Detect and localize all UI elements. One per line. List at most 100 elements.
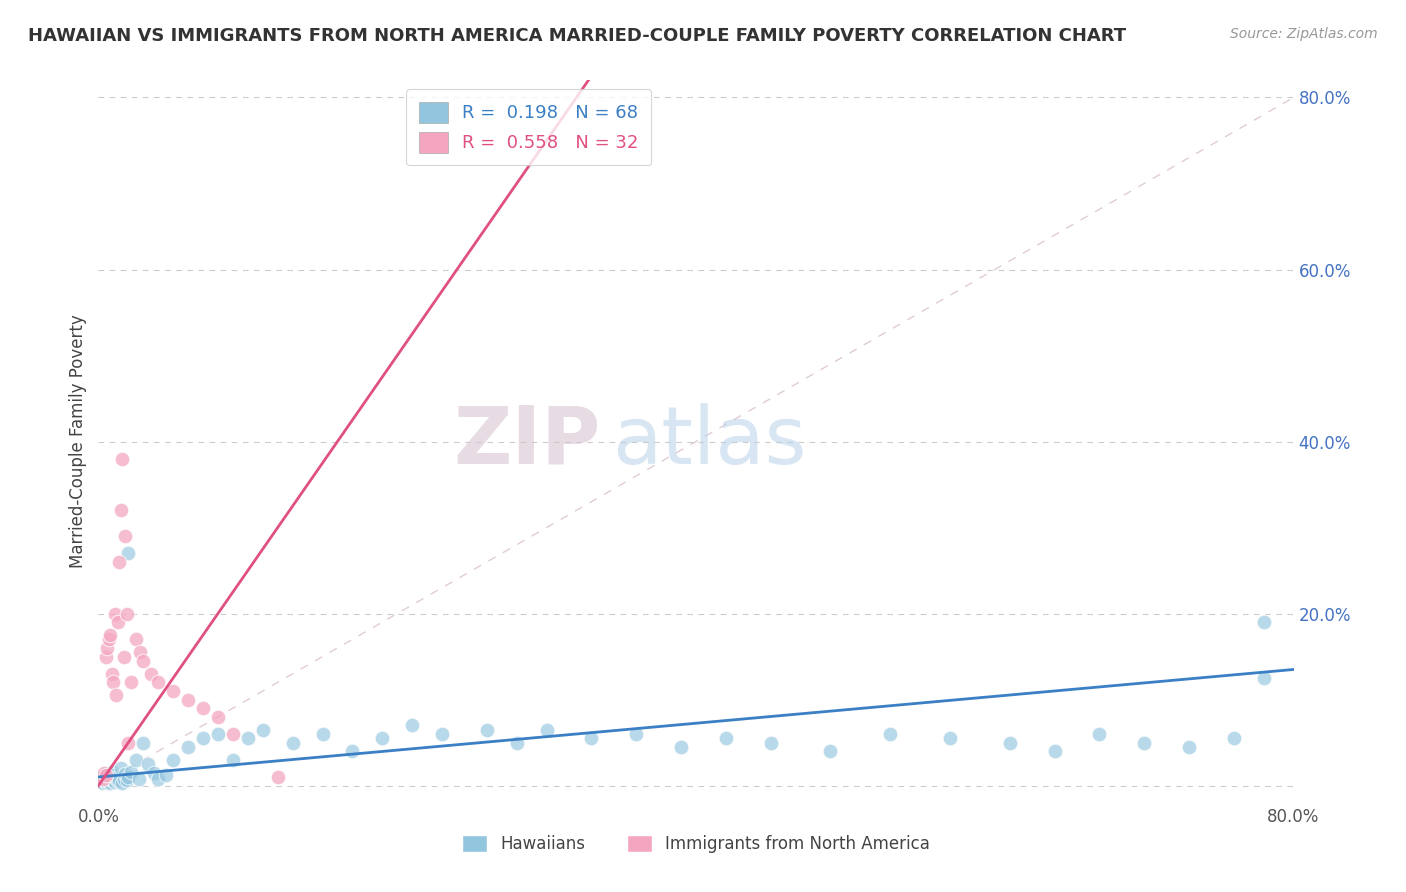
Point bbox=[581, 731, 603, 746]
Point bbox=[91, 776, 114, 790]
Point bbox=[90, 772, 112, 786]
Point bbox=[669, 739, 692, 754]
Point bbox=[108, 555, 131, 569]
Point bbox=[117, 546, 139, 560]
Point bbox=[714, 731, 737, 746]
Point bbox=[104, 607, 127, 621]
Point bbox=[148, 772, 170, 786]
Point bbox=[96, 640, 118, 655]
Point bbox=[110, 761, 132, 775]
Text: atlas: atlas bbox=[613, 402, 807, 481]
Point bbox=[506, 735, 529, 749]
Point bbox=[1088, 727, 1111, 741]
Point bbox=[177, 692, 200, 706]
Point bbox=[93, 765, 115, 780]
Point bbox=[105, 771, 128, 785]
Legend: Hawaiians, Immigrants from North America: Hawaiians, Immigrants from North America bbox=[456, 828, 936, 860]
Point bbox=[91, 770, 114, 784]
Point bbox=[207, 727, 229, 741]
Point bbox=[117, 770, 139, 784]
Point bbox=[820, 744, 842, 758]
Point bbox=[93, 773, 115, 788]
Point bbox=[1223, 731, 1246, 746]
Point bbox=[132, 654, 155, 668]
Point bbox=[94, 768, 117, 782]
Point bbox=[475, 723, 498, 737]
Point bbox=[120, 764, 142, 779]
Point bbox=[101, 666, 124, 681]
Point bbox=[117, 735, 139, 749]
Point bbox=[125, 632, 148, 647]
Point bbox=[222, 727, 245, 741]
Point bbox=[207, 710, 229, 724]
Point bbox=[104, 775, 127, 789]
Point bbox=[103, 768, 125, 782]
Point bbox=[191, 701, 214, 715]
Point bbox=[139, 666, 162, 681]
Point bbox=[626, 727, 648, 741]
Point bbox=[252, 723, 274, 737]
Point bbox=[125, 753, 148, 767]
Point bbox=[94, 775, 117, 789]
Point bbox=[110, 503, 132, 517]
Point bbox=[112, 649, 135, 664]
Point bbox=[89, 774, 111, 789]
Point bbox=[111, 776, 134, 790]
Point bbox=[128, 772, 150, 786]
Point bbox=[311, 727, 333, 741]
Point bbox=[90, 770, 112, 784]
Point bbox=[98, 772, 122, 786]
Point bbox=[103, 773, 125, 788]
Point bbox=[101, 764, 124, 779]
Point bbox=[191, 731, 214, 746]
Point bbox=[120, 675, 142, 690]
Text: ZIP: ZIP bbox=[453, 402, 600, 481]
Point bbox=[96, 771, 118, 785]
Point bbox=[96, 772, 118, 787]
Point bbox=[939, 731, 962, 746]
Point bbox=[132, 735, 155, 749]
Point bbox=[136, 757, 159, 772]
Point bbox=[93, 768, 115, 782]
Point bbox=[879, 727, 901, 741]
Point bbox=[998, 735, 1021, 749]
Point bbox=[1178, 739, 1201, 754]
Point bbox=[115, 773, 138, 788]
Text: HAWAIIAN VS IMMIGRANTS FROM NORTH AMERICA MARRIED-COUPLE FAMILY POVERTY CORRELAT: HAWAIIAN VS IMMIGRANTS FROM NORTH AMERIC… bbox=[28, 27, 1126, 45]
Point bbox=[401, 718, 423, 732]
Point bbox=[107, 774, 129, 789]
Point bbox=[281, 735, 304, 749]
Point bbox=[98, 776, 122, 790]
Point bbox=[236, 731, 259, 746]
Point bbox=[1253, 615, 1275, 630]
Point bbox=[103, 675, 125, 690]
Text: Source: ZipAtlas.com: Source: ZipAtlas.com bbox=[1230, 27, 1378, 41]
Point bbox=[222, 753, 245, 767]
Point bbox=[142, 765, 165, 780]
Y-axis label: Married-Couple Family Poverty: Married-Couple Family Poverty bbox=[69, 315, 87, 568]
Point bbox=[267, 770, 290, 784]
Point bbox=[112, 772, 135, 786]
Point bbox=[111, 451, 134, 466]
Point bbox=[97, 632, 120, 647]
Point bbox=[98, 628, 122, 642]
Point bbox=[107, 615, 129, 630]
Point bbox=[162, 684, 184, 698]
Point bbox=[129, 645, 152, 659]
Point bbox=[114, 766, 136, 780]
Point bbox=[97, 774, 120, 789]
Point bbox=[1043, 744, 1066, 758]
Point bbox=[105, 688, 128, 702]
Point bbox=[342, 744, 364, 758]
Point bbox=[162, 753, 184, 767]
Point bbox=[1253, 671, 1275, 685]
Point bbox=[94, 765, 117, 780]
Point bbox=[94, 649, 117, 664]
Point bbox=[91, 772, 114, 786]
Point bbox=[114, 529, 136, 543]
Point bbox=[148, 675, 170, 690]
Point bbox=[97, 769, 120, 783]
Point bbox=[108, 772, 131, 787]
Point bbox=[155, 768, 177, 782]
Point bbox=[536, 723, 558, 737]
